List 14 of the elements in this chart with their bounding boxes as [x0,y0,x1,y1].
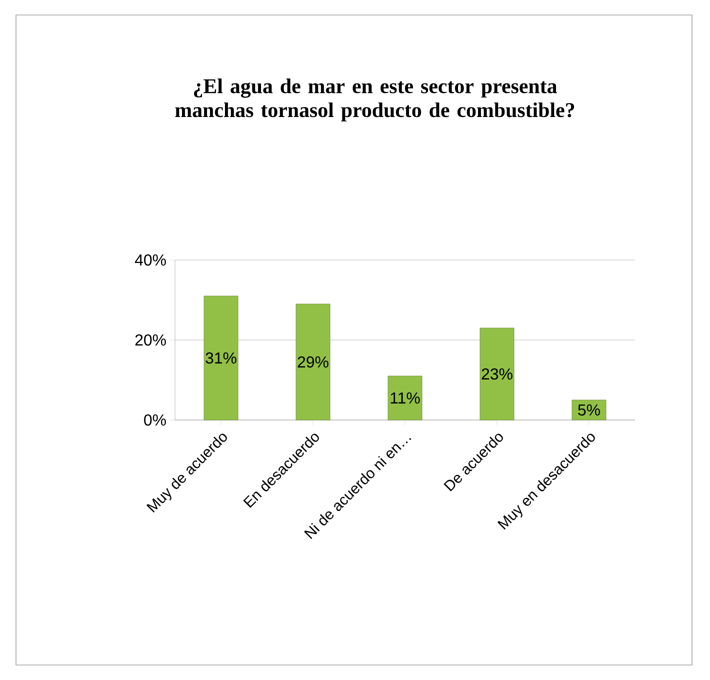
chart-title: ¿El agua de mar en este sector presenta manchas tornasol producto de combustible? [175,78,574,122]
bar [480,328,514,420]
bar [296,304,330,420]
bar [572,400,606,420]
y-tick-label: 20% [135,334,166,346]
bar [204,296,238,420]
data-label: 11% [390,392,420,404]
data-label: 29% [298,356,328,368]
bar [388,376,422,420]
data-label: 5% [578,404,600,416]
data-label: 23% [482,368,512,380]
y-tick-label: 40% [134,254,166,266]
data-label: 31% [206,352,236,364]
y-tick-label: 0% [144,414,166,426]
